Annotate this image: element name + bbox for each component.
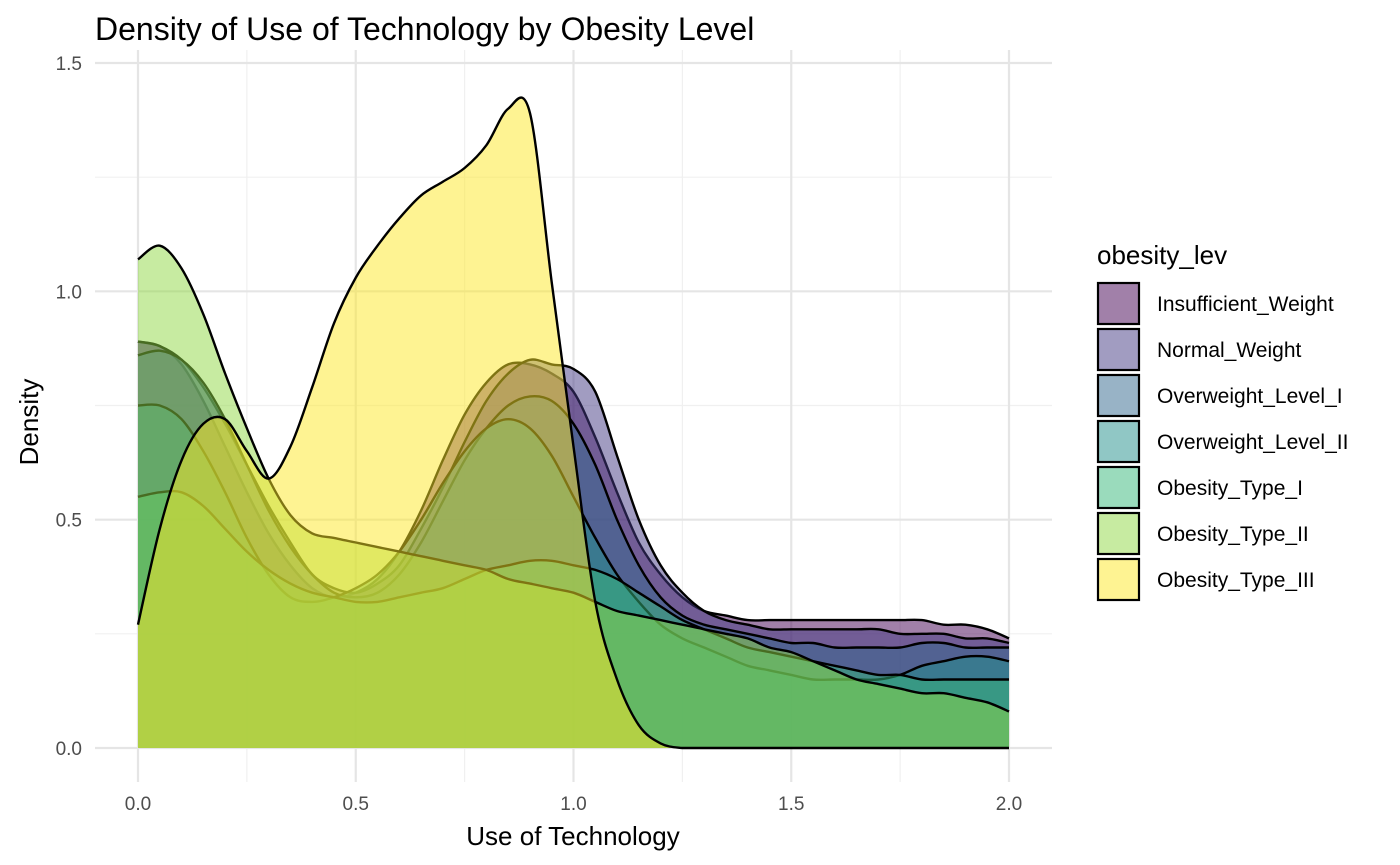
- legend-title: obesity_lev: [1097, 240, 1227, 270]
- legend: obesity_lev Insufficient_Weight Normal_We…: [1096, 240, 1348, 602]
- y-axis-ticks: 0.0 0.5 1.0 1.5: [56, 54, 82, 760]
- x-tick-label: 0.0: [125, 794, 151, 815]
- legend-label: Obesity_Type_II: [1157, 523, 1309, 546]
- legend-key: [1096, 465, 1141, 510]
- y-tick-label: 1.5: [56, 54, 82, 75]
- legend-label: Obesity_Type_I: [1157, 477, 1303, 500]
- legend-key: [1096, 327, 1141, 372]
- legend-key: [1096, 557, 1141, 602]
- density-area-obesity-type-iii: [138, 97, 1009, 748]
- y-axis-label: Density: [14, 379, 44, 466]
- legend-key: [1096, 419, 1141, 464]
- legend-key: [1096, 511, 1141, 556]
- legend-label: Normal_Weight: [1157, 339, 1301, 362]
- x-tick-label: 1.5: [778, 794, 804, 815]
- y-tick-label: 1.0: [56, 282, 82, 303]
- legend-label: Overweight_Level_II: [1157, 431, 1348, 454]
- x-tick-label: 1.0: [560, 794, 586, 815]
- x-axis-label: Use of Technology: [466, 821, 679, 851]
- legend-key: [1096, 281, 1141, 326]
- y-tick-label: 0.5: [56, 511, 82, 532]
- x-tick-label: 0.5: [343, 794, 369, 815]
- x-axis-ticks: 0.0 0.5 1.0 1.5 2.0: [125, 794, 1022, 815]
- legend-label: Obesity_Type_III: [1157, 569, 1315, 592]
- x-tick-label: 2.0: [996, 794, 1022, 815]
- y-tick-label: 0.0: [56, 739, 82, 760]
- legend-label: Overweight_Level_I: [1157, 385, 1343, 408]
- density-line-obesity-type-iii: [136, 96, 1010, 750]
- legend-label: Insufficient_Weight: [1157, 293, 1334, 316]
- density-areas: [136, 96, 1010, 750]
- legend-key: [1096, 373, 1141, 418]
- chart-title: Density of Use of Technology by Obesity …: [95, 11, 754, 47]
